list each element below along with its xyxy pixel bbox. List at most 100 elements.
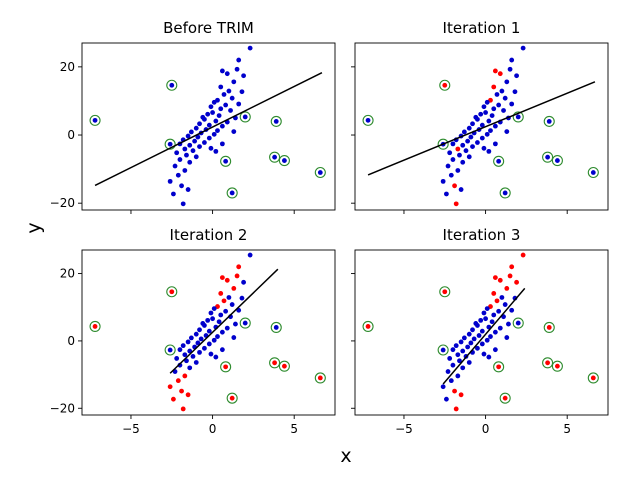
- data-point: [496, 308, 502, 314]
- data-point: [447, 150, 453, 156]
- data-point: [210, 316, 215, 322]
- outlier-ring: [543, 115, 555, 127]
- outlier-point: [496, 158, 502, 164]
- y-tick-label: 20: [60, 267, 75, 281]
- outlier-ring: [542, 151, 554, 163]
- data-point: [484, 337, 490, 343]
- y-tick-label: −20: [50, 401, 75, 415]
- data-point: [236, 264, 242, 270]
- x-tick-label: 0: [209, 422, 217, 436]
- panel-title: Iteration 2: [170, 226, 248, 244]
- data-point: [514, 73, 519, 79]
- data-point: [180, 343, 186, 349]
- data-point: [450, 362, 456, 368]
- data-point: [231, 129, 237, 135]
- outlier-ring: [226, 392, 238, 404]
- outlier-ring: [439, 286, 451, 298]
- fit-line: [367, 81, 596, 176]
- data-point: [509, 101, 515, 107]
- data-point: [470, 121, 475, 127]
- data-point: [187, 159, 193, 165]
- data-point: [219, 68, 225, 74]
- y-tick-label: 0: [67, 128, 75, 142]
- outlier-ring: [220, 155, 232, 167]
- data-point: [213, 118, 219, 124]
- data-point: [218, 84, 224, 90]
- data-point: [455, 352, 461, 358]
- outlier-ring: [512, 111, 524, 123]
- data-point: [450, 157, 456, 162]
- data-point: [229, 302, 235, 307]
- data-point: [167, 384, 173, 390]
- data-point: [177, 347, 183, 353]
- data-point: [192, 138, 198, 144]
- data-point: [216, 319, 222, 325]
- data-point: [185, 339, 191, 345]
- data-point: [453, 201, 459, 207]
- data-point: [193, 360, 199, 365]
- data-point: [184, 152, 189, 158]
- data-point: [247, 252, 253, 258]
- data-point: [208, 310, 214, 316]
- x-tick-label: 5: [563, 422, 571, 436]
- data-point: [205, 111, 211, 117]
- data-point: [491, 106, 497, 112]
- fit-line: [169, 268, 279, 374]
- data-point: [213, 354, 219, 360]
- outlier-ring: [166, 79, 178, 91]
- data-point: [234, 66, 240, 72]
- data-point: [219, 141, 225, 147]
- data-point: [188, 129, 194, 135]
- outlier-point: [555, 158, 560, 163]
- data-point: [175, 378, 181, 384]
- data-point: [236, 101, 242, 107]
- outlier-point: [365, 117, 371, 123]
- data-point: [475, 140, 480, 145]
- data-point: [466, 125, 472, 131]
- data-point: [231, 79, 237, 85]
- data-point: [520, 45, 526, 51]
- outlier-point: [317, 375, 323, 381]
- outlier-ring: [239, 317, 251, 329]
- data-point: [494, 92, 500, 97]
- data-point: [479, 135, 485, 141]
- data-point: [197, 121, 202, 127]
- panel-1: Before TRIM −20 0 20: [50, 19, 336, 214]
- outlier-ring: [164, 138, 176, 150]
- data-point: [457, 358, 462, 364]
- data-point: [206, 122, 212, 128]
- data-point: [514, 279, 519, 285]
- data-point: [174, 356, 180, 361]
- data-point: [509, 307, 515, 313]
- data-point: [167, 178, 173, 184]
- data-point: [509, 57, 515, 63]
- data-point: [211, 337, 217, 343]
- plot-area: [362, 252, 599, 412]
- y-tick-label: 0: [67, 334, 75, 348]
- data-point: [504, 129, 510, 135]
- outlier-point: [317, 170, 323, 175]
- data-point: [206, 328, 212, 334]
- data-point: [478, 111, 484, 117]
- data-point: [489, 319, 495, 325]
- data-point: [492, 68, 498, 74]
- outlier-ring: [437, 344, 449, 356]
- data-point: [496, 102, 502, 108]
- data-point: [224, 325, 230, 331]
- outlier-point: [242, 320, 248, 326]
- data-point: [185, 133, 191, 139]
- outlier-ring: [270, 321, 282, 333]
- data-point: [172, 163, 178, 169]
- outlier-ring: [362, 320, 374, 332]
- data-point: [453, 343, 459, 349]
- data-point: [470, 144, 475, 150]
- outlier-point: [92, 324, 98, 329]
- data-point: [465, 138, 471, 144]
- data-point: [206, 135, 212, 141]
- data-point: [455, 146, 461, 152]
- outlier-ring: [314, 166, 326, 179]
- data-point: [468, 340, 474, 346]
- data-point: [460, 365, 466, 371]
- data-point: [450, 141, 456, 147]
- data-point: [174, 150, 180, 156]
